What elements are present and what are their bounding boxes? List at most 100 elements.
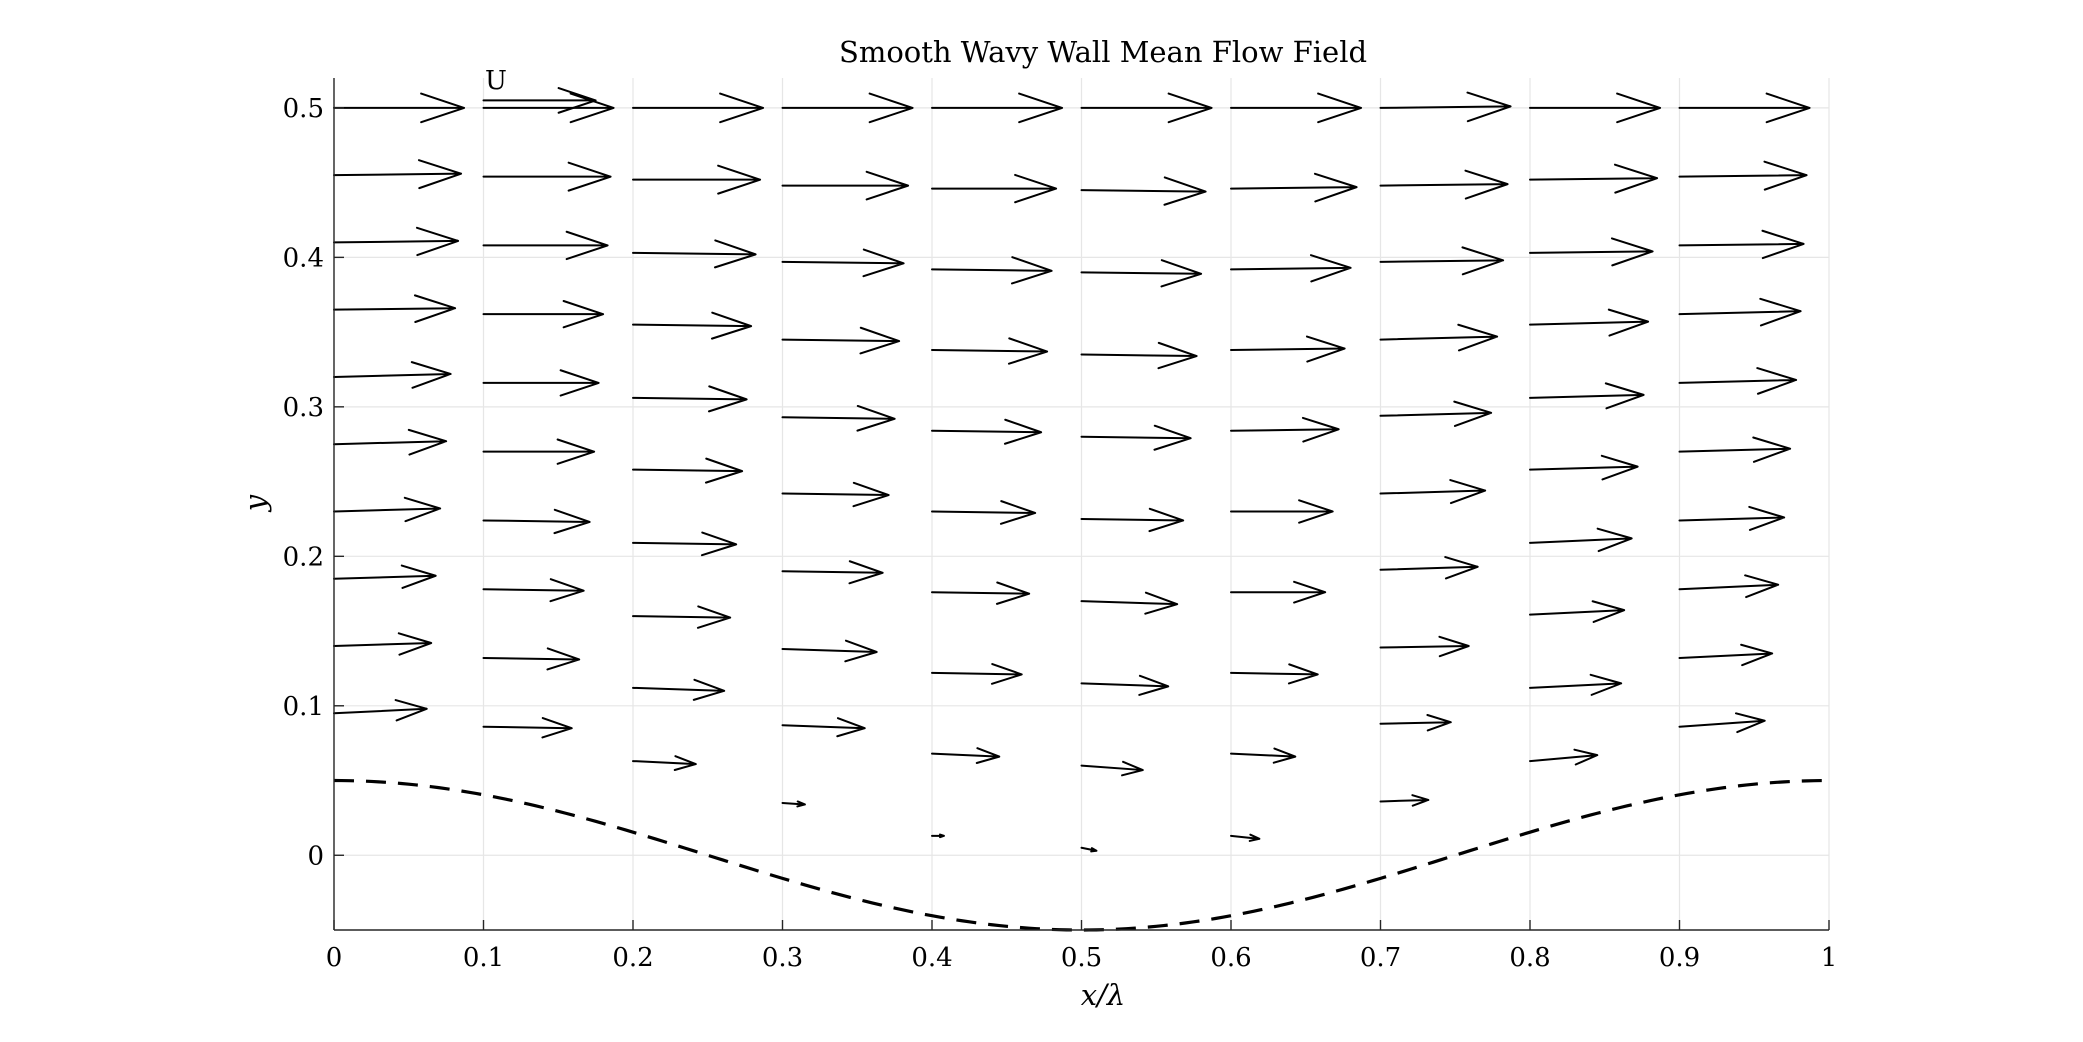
y-tick-label: 0.4 <box>283 243 324 273</box>
velocity-arrow <box>482 508 591 535</box>
y-tick-label: 0.3 <box>283 393 324 423</box>
x-tick-label: 0.2 <box>612 943 653 973</box>
velocity-arrow <box>1678 436 1792 463</box>
velocity-arrow <box>781 800 806 808</box>
velocity-arrow <box>1678 367 1798 395</box>
y-tick-label: 0.5 <box>283 94 324 124</box>
velocity-arrow <box>1230 254 1352 283</box>
velocity-arrow <box>1379 400 1493 427</box>
x-tick-label: 0.3 <box>762 943 803 973</box>
velocity-arrow <box>781 639 878 663</box>
velocity-arrow <box>1529 163 1659 194</box>
velocity-arrow <box>1529 382 1645 410</box>
velocity-arrow <box>1230 416 1340 443</box>
y-tick-label: 0 <box>307 841 324 871</box>
x-axis-label: x/λ <box>1081 978 1126 1012</box>
velocity-arrow <box>1080 424 1192 451</box>
velocity-arrow <box>482 300 605 329</box>
velocity-arrow <box>333 226 460 257</box>
grid <box>333 78 1830 930</box>
x-tick-label: 0.1 <box>463 943 504 973</box>
axes <box>333 78 1830 931</box>
velocity-arrow <box>333 428 448 456</box>
velocity-arrow <box>1230 833 1261 842</box>
velocity-arrow <box>931 173 1058 204</box>
velocity-arrow <box>1678 643 1774 667</box>
velocity-arrow <box>1678 574 1780 599</box>
velocity-arrow <box>781 404 896 432</box>
velocity-arrow <box>1678 297 1802 327</box>
velocity-arrow <box>333 92 466 124</box>
velocity-arrow <box>1379 635 1470 658</box>
velocity-arrow <box>482 717 573 739</box>
velocity-arrow <box>482 578 585 603</box>
velocity-arrow <box>632 678 726 701</box>
velocity-arrow <box>482 230 609 261</box>
velocity-arrow <box>781 560 884 585</box>
velocity-arrow <box>632 239 757 269</box>
velocity-arrow <box>1529 92 1662 124</box>
velocity-arrow <box>632 164 762 195</box>
velocity-arrow <box>632 385 748 413</box>
velocity-arrow <box>931 663 1023 685</box>
velocity-arrow <box>1379 169 1509 200</box>
velocity-arrow <box>482 92 615 124</box>
velocity-arrow <box>333 361 452 389</box>
velocity-arrow <box>1080 760 1144 777</box>
x-tick-label: 0.8 <box>1509 943 1550 973</box>
reference-vector-arrow <box>482 87 597 114</box>
velocity-arrow <box>1379 246 1505 276</box>
y-axis-label: y <box>238 494 272 513</box>
velocity-arrow <box>781 717 866 738</box>
x-tick-label: 0 <box>326 943 343 973</box>
velocity-arrow <box>632 755 697 771</box>
velocity-arrow <box>931 747 1001 765</box>
x-tick-label: 0.6 <box>1210 943 1251 973</box>
velocity-arrow <box>1379 479 1487 505</box>
y-tick-label: 0.2 <box>283 542 324 572</box>
velocity-arrow <box>482 438 596 465</box>
velocity-arrow <box>1230 663 1319 685</box>
velocity-arrow <box>1678 160 1808 191</box>
velocity-arrow <box>781 326 901 355</box>
reference-vector-label: U <box>485 66 507 96</box>
velocity-arrow <box>632 92 765 124</box>
velocity-arrow <box>1379 91 1512 123</box>
x-tick-label: 0.7 <box>1360 943 1401 973</box>
velocity-arrow <box>1230 172 1358 203</box>
velocity-arrow <box>333 496 442 523</box>
velocity-arrow <box>1080 176 1207 206</box>
x-tick-label: 0.5 <box>1061 943 1102 973</box>
velocity-arrow <box>632 457 744 484</box>
velocity-arrow <box>1379 794 1430 807</box>
velocity-arrow <box>781 92 914 124</box>
velocity-arrow <box>1080 674 1170 696</box>
velocity-arrow <box>1379 556 1479 580</box>
velocity-arrow <box>1230 499 1334 524</box>
velocity-arrow <box>1080 846 1098 853</box>
velocity-arrow <box>1678 229 1805 260</box>
velocity-arrow <box>781 248 905 278</box>
velocity-arrow <box>931 92 1064 124</box>
tick-labels: 0 0.1 0.2 0.3 0.4 0.5 0.6 0.7 0.8 0.9 1 0 0.1 0.2 0.3 0… <box>283 94 1838 973</box>
velocity-arrow <box>1529 673 1623 696</box>
x-tick-label: 0.4 <box>911 943 952 973</box>
velocity-arrow <box>333 159 463 190</box>
velocity-arrow <box>333 699 428 722</box>
velocity-arrow <box>1529 600 1626 623</box>
velocity-arrow <box>1678 712 1766 734</box>
velocity-arrow <box>931 337 1049 365</box>
velocity-arrow <box>781 481 890 508</box>
velocity-arrow <box>482 161 612 192</box>
velocity-arrow <box>482 647 581 671</box>
velocity-arrow <box>1379 714 1452 732</box>
velocity-arrow <box>1379 323 1499 352</box>
y-tick-label: 0.1 <box>283 692 324 722</box>
velocity-arrow <box>931 833 945 839</box>
x-tick-label: 0.9 <box>1659 943 1700 973</box>
velocity-arrow <box>1529 308 1650 337</box>
velocity-arrow <box>931 256 1053 285</box>
velocity-arrow <box>1080 591 1179 615</box>
velocity-arrow <box>1080 259 1203 288</box>
